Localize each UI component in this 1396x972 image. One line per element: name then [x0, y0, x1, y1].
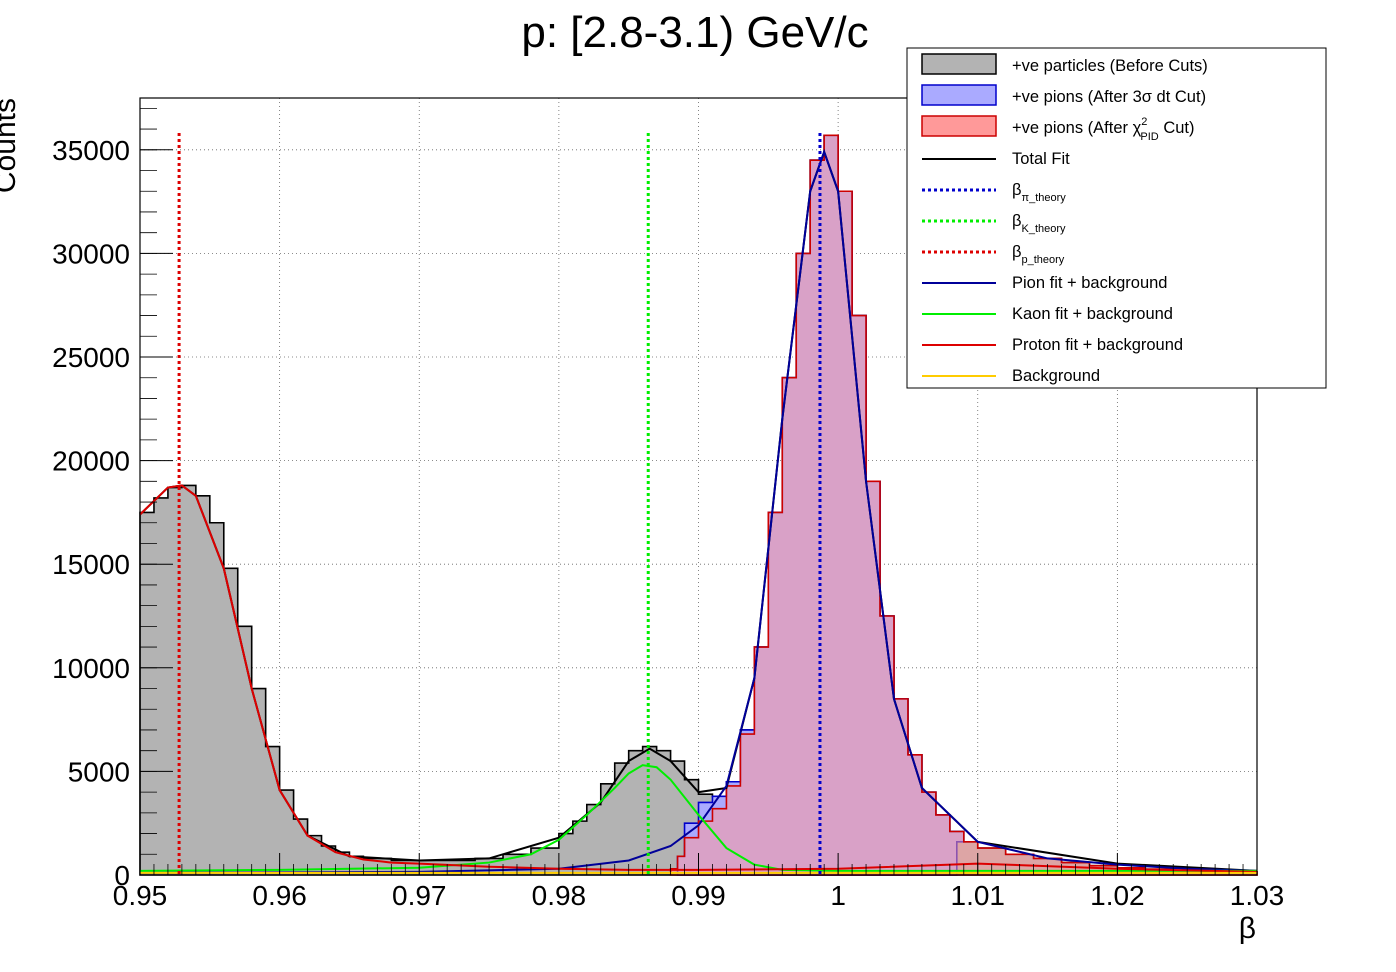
legend-label: +ve pions (After 3σ dt Cut)	[1012, 88, 1206, 106]
legend-label: Total Fit	[1012, 150, 1070, 168]
legend-label: Kaon fit + background	[1012, 305, 1173, 323]
y-tick-label: 25000	[52, 342, 130, 373]
legend-label: Background	[1012, 367, 1100, 385]
fit-curves-layer	[139, 148, 1258, 874]
x-tick-label: 0.96	[252, 880, 307, 911]
x-tick-label: 0.98	[532, 880, 587, 911]
y-tick-label: 10000	[52, 653, 130, 684]
y-tick-label: 5000	[68, 756, 130, 787]
axes-layer: 0.95 0.96 0.97 0.98 0.99 1 1.01 1.02 1.03 0 5000 10…	[52, 107, 1285, 911]
theory-lines-layer	[177, 133, 822, 875]
y-tick-label: 15000	[52, 549, 130, 580]
legend-swatch-box	[921, 115, 997, 137]
y-tick-label: 30000	[52, 238, 130, 269]
x-tick-label: 1.02	[1090, 880, 1145, 911]
legend-label: +ve particles (Before Cuts)	[1012, 57, 1208, 75]
x-tick-label: 1.03	[1230, 880, 1285, 911]
fit-curve-1	[139, 148, 1258, 874]
legend: +ve particles (Before Cuts) +ve pions (Af…	[906, 47, 1327, 389]
legend-label: Pion fit + background	[1012, 274, 1167, 292]
fit-curve-3	[139, 484, 1258, 873]
legend-swatch-box	[921, 84, 997, 106]
x-tick-label: 0.97	[392, 880, 447, 911]
x-tick-label: 1	[830, 880, 846, 911]
y-tick-label: 35000	[52, 135, 130, 166]
legend-swatch-box	[921, 53, 997, 75]
y-tick-label: 20000	[52, 446, 130, 477]
y-tick-label: 0	[114, 860, 130, 891]
x-tick-label: 1.01	[951, 880, 1006, 911]
chart-title: p: [2.8-3.1) GeV/c	[521, 8, 868, 57]
legend-label: Proton fit + background	[1012, 336, 1183, 354]
y-axis-title: Counts	[0, 98, 22, 193]
x-axis-title: β	[1239, 912, 1256, 945]
x-tick-label: 0.99	[671, 880, 726, 911]
x-tick-label: 0.95	[113, 880, 168, 911]
